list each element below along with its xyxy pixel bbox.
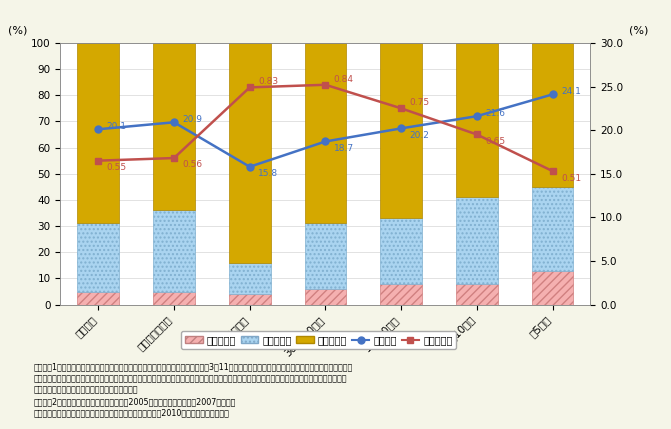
Bar [532, 187, 574, 271]
Text: 21.6: 21.6 [485, 109, 505, 118]
Bar [456, 284, 498, 305]
Text: 0.55: 0.55 [107, 163, 127, 172]
Bar [532, 271, 574, 305]
Bar [229, 294, 270, 305]
Bar [229, 43, 270, 263]
Text: 0.75: 0.75 [409, 98, 429, 107]
Bar [305, 289, 346, 305]
Text: 20.2: 20.2 [409, 131, 429, 140]
Text: 15.8: 15.8 [258, 169, 278, 178]
Legend: 第一次産業, 第二次産業, 第三次産業, 高齢化率, 財政力指数: 第一次産業, 第二次産業, 第三次産業, 高齢化率, 財政力指数 [181, 331, 456, 349]
Text: 24.1: 24.1 [561, 87, 581, 96]
Bar [153, 210, 195, 292]
Text: 20.1: 20.1 [107, 122, 127, 131]
Bar [456, 43, 498, 197]
Text: 0.84: 0.84 [333, 75, 354, 84]
Text: 資料）総務省「国勢調査」、「統計でみる市区町村のすがた2010」より国土交通省作成: 資料）総務省「国勢調査」、「統計でみる市区町村のすがた2010」より国土交通省作… [34, 409, 229, 418]
Text: 0.83: 0.83 [258, 77, 278, 86]
Bar [229, 263, 270, 294]
Text: 0.65: 0.65 [485, 137, 505, 146]
Bar [380, 43, 422, 218]
Bar [153, 292, 195, 305]
Bar [77, 43, 119, 224]
Bar [380, 284, 422, 305]
Text: 的に救助が必要となっている団体。: 的に救助が必要となっている団体。 [34, 386, 138, 395]
Text: 0.51: 0.51 [561, 174, 581, 183]
Text: (%): (%) [629, 25, 648, 35]
Bar [77, 224, 119, 292]
Text: 2　産業別就業者割合、高齢化率は2005年の値、財政力指数は2007年の値。: 2 産業別就業者割合、高齢化率は2005年の値、財政力指数は2007年の値。 [34, 397, 236, 406]
Bar [532, 43, 574, 187]
Text: 島県、青森県、茨城県、栃木県及び千葉県において、多数の者が生命又は身体に危害を受け、又は受けるおそれが生じ、避難して継続: 島県、青森県、茨城県、栃木県及び千葉県において、多数の者が生命又は身体に危害を受… [34, 374, 347, 383]
Bar [305, 43, 346, 224]
Text: 0.56: 0.56 [183, 160, 203, 169]
Text: （注）　1　被災市町村とは、東日本大震災における災害救助法適用団体のうち、3月11日の地震発生後、余震が続いており、岩手県、宮城県、福: （注） 1 被災市町村とは、東日本大震災における災害救助法適用団体のうち、3月1… [34, 363, 353, 372]
Text: (%): (%) [8, 25, 28, 35]
Text: 20.9: 20.9 [183, 115, 203, 124]
Bar [153, 43, 195, 210]
Bar [380, 218, 422, 284]
Bar [456, 197, 498, 284]
Text: 18.7: 18.7 [333, 144, 354, 153]
Bar [305, 224, 346, 289]
Bar [77, 292, 119, 305]
